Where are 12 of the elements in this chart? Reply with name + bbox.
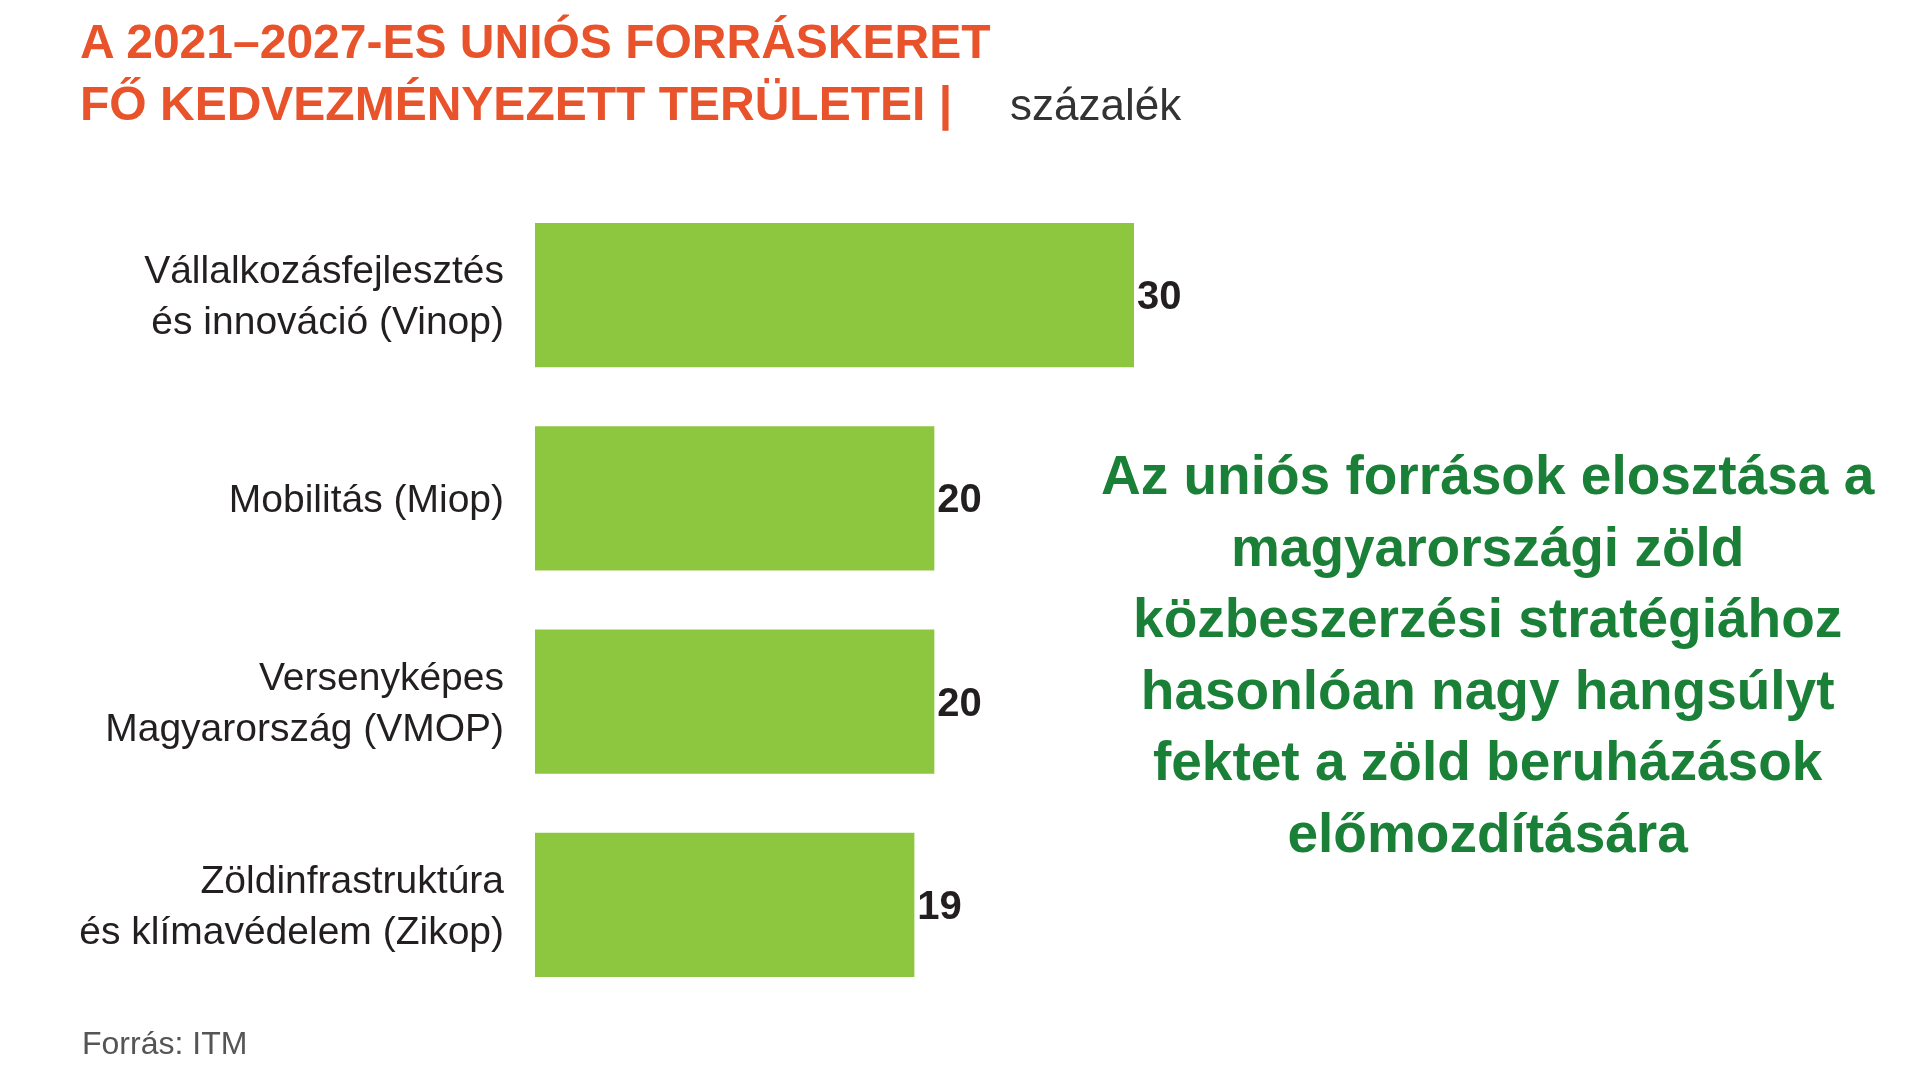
chart-title: A 2021–2027-ES UNIÓS FORRÁSKERET FŐ KEDVEZMÉNYEZETT TERÜLETEI |: [80, 13, 991, 131]
chart-subtitle: százalék: [1010, 80, 1183, 129]
y-tick-label: Mobilitás (Miop): [228, 477, 504, 521]
data-label: 20: [937, 679, 982, 724]
y-tick-label: Versenyképes Magyarország (VMOP): [105, 654, 504, 749]
data-label: 19: [917, 882, 962, 927]
annotation: Az uniós források elosztása a magyarországi zöld közbeszerzési stratégiához hasonlóan nagy hangsúlyt fektet a zöld beruházások előmozdítására: [1101, 444, 1875, 864]
y-tick-label: Vállalkozásfejlesztés és innováció (Vinop): [144, 248, 504, 343]
y-tick-label: Zöldinfrastruktúra és klímavédelem (Zikop): [79, 858, 505, 952]
text: Forrás: ITM: [82, 1025, 248, 1061]
data-label: 20: [937, 476, 982, 521]
data-label: 30: [1137, 273, 1182, 318]
